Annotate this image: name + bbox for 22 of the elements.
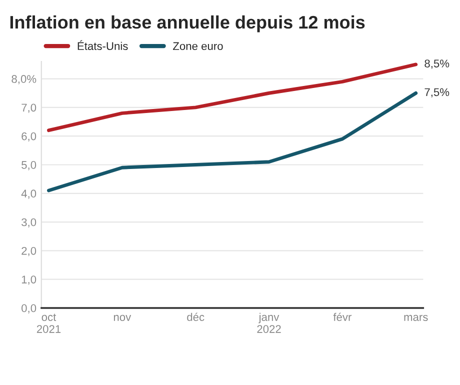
y-tick-label: 2,0 — [22, 246, 36, 256]
x-tick-label: févr — [333, 312, 352, 322]
x-tick-label: mars — [404, 314, 428, 322]
y-tick-label: 6,0 — [22, 132, 36, 142]
y-tick-label: 4,0 — [21, 190, 36, 199]
legend-label: États-Unis — [78, 40, 128, 50]
legend-label: Zone euro — [173, 42, 223, 50]
y-tick-label: 7,0 — [22, 104, 36, 113]
data-label: 8,5% — [424, 60, 450, 69]
data-label: 7,5% — [424, 88, 450, 98]
line-series — [47, 62, 418, 132]
x-tick-label: janv 2022 — [257, 312, 281, 333]
line-series — [47, 91, 418, 192]
y-tick-label: 1,0 — [22, 276, 36, 285]
y-tick-label: 5,0 — [22, 161, 36, 170]
x-tick-label: oct 2021 — [36, 314, 61, 333]
y-tick-label: 8,0% — [12, 75, 36, 84]
x-tick-label: nov — [114, 314, 132, 322]
chart-title: Inflation en base annuelle depuis 12 mois — [10, 15, 365, 32]
y-tick-label: 0,0 — [22, 304, 36, 314]
y-tick-label: 3,0 — [22, 218, 36, 228]
x-tick-label: déc — [187, 312, 204, 322]
